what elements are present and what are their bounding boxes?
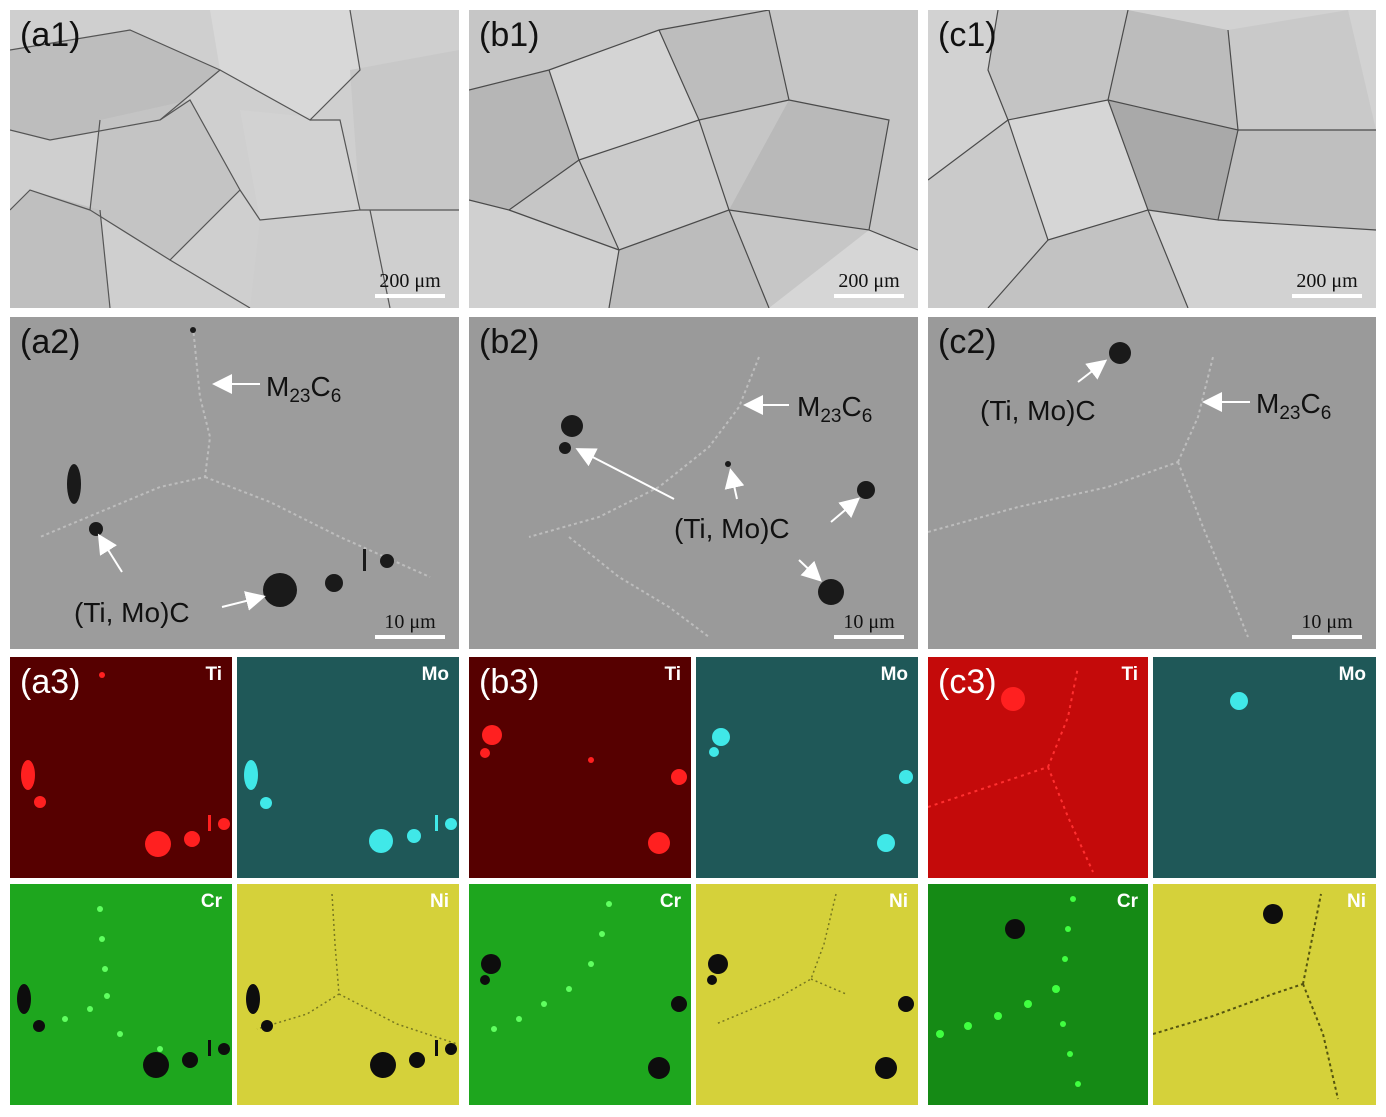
scale-bar-text-a2: 10 μm [384, 611, 436, 633]
mo-map-image-b3 [696, 657, 918, 878]
panel-label-b3: (b3) [479, 663, 540, 701]
carbide-label-b2: (Ti, Mo)C [674, 513, 790, 544]
mo-map-image-a3 [237, 657, 459, 878]
panel-label-a2: (a2) [20, 323, 81, 361]
m23c6-label-b2: M23C6 [797, 391, 873, 427]
scale-bar-c2: 10 μm [1292, 612, 1362, 639]
scale-bar-line-b2 [834, 635, 904, 639]
scale-bar-text-c1: 200 μm [1296, 270, 1358, 292]
element-label-cr-c: Cr [1116, 891, 1138, 912]
ti-map-image-a3 [10, 657, 232, 878]
cr-map-image-a3 [10, 884, 232, 1105]
grain-structure-image-b1 [469, 10, 918, 308]
grain-structure-image-a1 [10, 10, 459, 308]
ni-map-image-a3 [237, 884, 459, 1105]
element-label-ti-a: Ti [205, 664, 222, 685]
panel-label-c3: (c3) [938, 663, 997, 701]
eds-map-b3-ni: Ni [696, 884, 918, 1105]
element-label-ni-c: Ni [1347, 891, 1366, 912]
eds-map-b3-mo: Mo [696, 657, 918, 878]
scale-bar-line-c1 [1292, 294, 1362, 298]
panel-label-a1: (a1) [20, 16, 81, 54]
panel-label-c2: (c2) [938, 323, 997, 361]
carbide-label-c2: (Ti, Mo)C [980, 395, 1096, 426]
ni-map-image-b3 [696, 884, 918, 1105]
element-label-cr-a: Cr [200, 891, 222, 912]
m23c6-label-c2: M23C6 [1256, 388, 1332, 424]
element-label-cr-b: Cr [659, 891, 681, 912]
panel-label-c1: (c1) [938, 16, 997, 54]
eds-map-c3-mo: Mo [1153, 657, 1376, 878]
scale-bar-text-b1: 200 μm [838, 270, 900, 292]
micrograph-b2: (b2) M23C6 (Ti, Mo)C 10 μm [469, 317, 918, 649]
cr-map-image-c3 [928, 884, 1148, 1105]
element-label-mo-b: Mo [880, 664, 908, 685]
element-label-ti-c: Ti [1121, 664, 1138, 685]
scale-bar-line-a2 [375, 635, 445, 639]
ni-map-image-c3 [1153, 884, 1376, 1105]
element-label-ni-a: Ni [430, 891, 449, 912]
eds-map-b3-ti: (b3) Ti [469, 657, 691, 878]
ti-map-image-c3 [928, 657, 1148, 878]
scale-bar-line-b1 [834, 294, 904, 298]
scale-bar-a1: 200 μm [375, 271, 445, 298]
cr-map-image-b3 [469, 884, 691, 1105]
scale-bar-line-a1 [375, 294, 445, 298]
scale-bar-a2: 10 μm [375, 612, 445, 639]
panel-label-a3: (a3) [20, 663, 81, 701]
eds-map-a3-cr: Cr [10, 884, 232, 1105]
m23c6-label-a2: M23C6 [266, 371, 342, 407]
element-label-ti-b: Ti [664, 664, 681, 685]
scale-bar-b2: 10 μm [834, 612, 904, 639]
element-label-mo-c: Mo [1338, 664, 1366, 685]
panel-label-b2: (b2) [479, 323, 540, 361]
scale-bar-line-c2 [1292, 635, 1362, 639]
scale-bar-text-b2: 10 μm [843, 611, 895, 633]
micrograph-a1: (a1) 200 μm [10, 10, 459, 308]
sem-image-a2 [10, 317, 459, 649]
eds-map-b3-cr: Cr [469, 884, 691, 1105]
element-label-mo-a: Mo [421, 664, 449, 685]
scale-bar-text-c2: 10 μm [1301, 611, 1353, 633]
ti-map-image-b3 [469, 657, 691, 878]
mo-map-image-c3 [1153, 657, 1376, 878]
micrograph-b1: (b1) 200 μm [469, 10, 918, 308]
micrograph-a2: (a2) M23C6 (Ti, Mo)C 10 μm [10, 317, 459, 649]
element-label-ni-b: Ni [889, 891, 908, 912]
scale-bar-text-a1: 200 μm [379, 270, 441, 292]
scale-bar-c1: 200 μm [1292, 271, 1362, 298]
eds-map-a3-ni: Ni [237, 884, 459, 1105]
carbide-label-a2: (Ti, Mo)C [74, 597, 190, 628]
sem-image-b2 [469, 317, 918, 649]
scale-bar-b1: 200 μm [834, 271, 904, 298]
micrograph-c1: (c1) 200 μm [928, 10, 1376, 308]
panel-label-b1: (b1) [479, 16, 540, 54]
eds-map-c3-ti: (c3) Ti [928, 657, 1148, 878]
eds-map-c3-ni: Ni [1153, 884, 1376, 1105]
grain-structure-image-c1 [928, 10, 1376, 308]
eds-map-a3-mo: Mo [237, 657, 459, 878]
eds-map-c3-cr: Cr [928, 884, 1148, 1105]
eds-map-a3-ti: (a3) Ti [10, 657, 232, 878]
sem-image-c2 [928, 317, 1376, 649]
micrograph-c2: (c2) M23C6 (Ti, Mo)C 10 μm [928, 317, 1376, 649]
